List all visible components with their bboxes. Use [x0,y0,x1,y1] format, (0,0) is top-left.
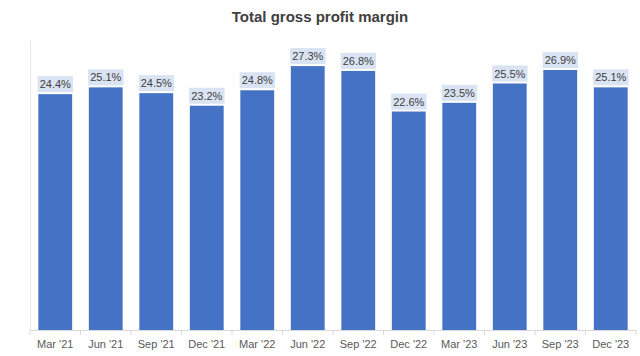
chart: Total gross profit margin Mar '21 Jun '21 S… [0,0,640,356]
data-label-text: 24.4% [40,78,71,90]
x-tick: Mar '21 [37,338,73,350]
x-separator [232,330,233,335]
data-labels: 24.4% 25.1% 24.5% 23.2% 24.8% 27.3% 26.8% 22.6%… [38,48,629,109]
bar [442,103,476,330]
data-label: 24.5% [139,75,174,91]
x-tick: Sep '23 [542,338,579,350]
data-label-bg [442,85,477,101]
bar [543,70,577,330]
data-label-text: 25.1% [595,71,626,83]
bar [139,93,173,330]
bar [89,87,123,330]
x-tick: Jun '22 [290,338,325,350]
data-label-text: 22.6% [393,96,424,108]
data-label: 23.2% [189,88,224,104]
x-tick: Dec '21 [188,338,225,350]
bar [341,71,375,330]
data-label-bg [88,69,123,85]
data-label-text: 23.5% [444,87,475,99]
data-label-bg [543,52,578,68]
x-separator [383,330,384,335]
x-tick-label: Dec '22 [390,338,427,350]
data-label-text: 26.9% [545,54,576,66]
x-tick-label: Mar '21 [37,338,73,350]
x-separator [636,330,637,335]
bar [190,106,224,330]
x-separator [434,330,435,335]
x-tick: Sep '21 [138,338,175,350]
data-label-text: 27.3% [292,50,323,62]
bar [392,112,426,330]
x-tick-label: Jun '21 [88,338,123,350]
x-tick: Jun '21 [88,338,123,350]
x-separator [484,330,485,335]
x-separator [585,330,586,335]
x-separator [30,330,31,335]
data-label-text: 23.2% [191,90,222,102]
data-label: 26.9% [543,52,578,68]
data-label-bg [492,66,527,82]
x-separator [80,330,81,335]
x-tick-label: Dec '21 [188,338,225,350]
data-label: 25.1% [593,69,628,85]
x-tick-label: Mar '22 [239,338,275,350]
bar [291,66,325,330]
x-tick: Mar '23 [441,338,477,350]
data-label: 22.6% [391,94,426,110]
data-label: 25.1% [88,69,123,85]
y-axis [30,41,31,331]
x-separator [131,330,132,335]
x-tick: Dec '22 [390,338,427,350]
bars [38,66,627,330]
x-tick: Mar '22 [239,338,275,350]
x-tick-label: Jun '22 [290,338,325,350]
data-label-bg [240,72,275,88]
data-label: 26.8% [341,53,376,69]
data-label-text: 24.8% [242,74,273,86]
data-label: 25.5% [492,66,527,82]
x-tick: Jun '23 [492,338,527,350]
data-label-text: 24.5% [141,77,172,89]
data-label-text: 26.8% [343,55,374,67]
data-label-text: 25.1% [90,71,121,83]
x-tick-label: Jun '23 [492,338,527,350]
x-tick-label: Dec '23 [592,338,629,350]
data-label-bg [290,48,325,64]
data-label-bg [391,94,426,110]
bar [240,90,274,330]
bar [594,87,628,330]
x-axis: Mar '21 Jun '21 Sep '21 Dec '21 Mar '22 Jun '… [31,331,637,350]
x-separator [535,330,536,335]
x-tick-label: Sep '22 [340,338,377,350]
x-tick-label: Mar '23 [441,338,477,350]
data-label-bg [189,88,224,104]
x-tick-label: Sep '23 [542,338,579,350]
y-axis-line [30,41,31,331]
x-separator [282,330,283,335]
data-label-bg [593,69,628,85]
data-label: 27.3% [290,48,325,64]
data-label: 23.5% [442,85,477,101]
data-label-bg [38,76,73,92]
x-separator [333,330,334,335]
data-label: 24.4% [38,76,73,92]
bar [493,84,527,331]
data-label-bg [139,75,174,91]
x-tick-label: Sep '21 [138,338,175,350]
data-label-bg [341,53,376,69]
x-tick: Sep '22 [340,338,377,350]
data-label-text: 25.5% [494,68,525,80]
data-label: 24.8% [240,72,275,88]
bar [38,94,72,330]
title: Total gross profit margin [232,8,408,25]
x-tick: Dec '23 [592,338,629,350]
x-separator [181,330,182,335]
